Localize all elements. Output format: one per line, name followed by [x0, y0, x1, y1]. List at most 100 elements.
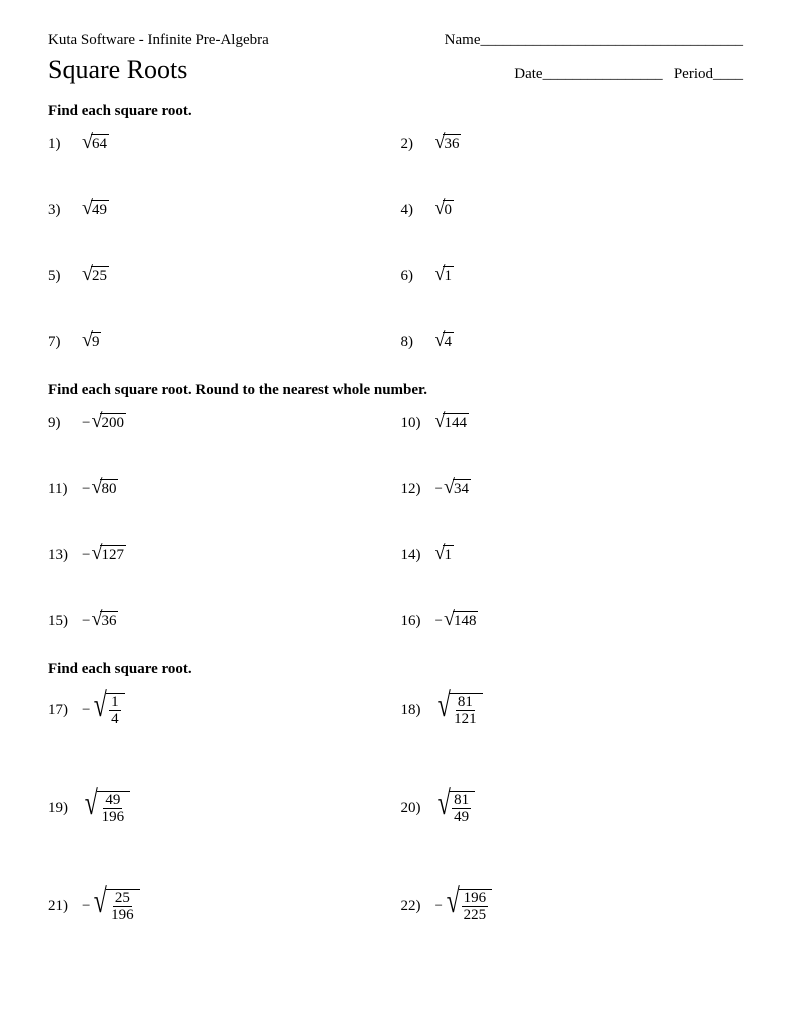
- date-field: Date________________: [514, 66, 662, 82]
- radical-icon: √: [82, 265, 93, 284]
- radical-icon: √: [444, 610, 455, 629]
- problem: 9)−√200: [48, 411, 391, 435]
- denominator: 196: [100, 809, 127, 826]
- section-instruction: Find each square root. Round to the near…: [48, 382, 743, 399]
- problem-number: 21): [48, 898, 76, 915]
- square-root: √25196: [91, 889, 139, 924]
- square-root: √1: [435, 266, 454, 287]
- problem: 19)√49196: [48, 788, 391, 828]
- radical-icon: √: [94, 690, 107, 722]
- problem: 2)√36: [401, 132, 744, 156]
- negative-sign: −: [82, 898, 90, 915]
- radical-icon: √: [82, 199, 93, 218]
- radical-icon: √: [435, 133, 446, 152]
- square-root: √36: [435, 134, 462, 155]
- radicand: 81121: [449, 693, 483, 728]
- fraction: 25196: [107, 890, 138, 924]
- numerator: 49: [103, 792, 122, 810]
- fraction: 81121: [450, 694, 481, 728]
- radicand: 36: [443, 134, 461, 155]
- software-label: Kuta Software - Infinite Pre-Algebra: [48, 32, 269, 49]
- section-instruction: Find each square root.: [48, 661, 743, 678]
- radicand: 200: [100, 413, 126, 434]
- radical-icon: √: [435, 331, 446, 350]
- problem-grid: 17)−√1418)√8112119)√4919620)√814921)−√25…: [48, 690, 743, 926]
- square-root: √144: [435, 413, 469, 434]
- problem: 16)−√148: [401, 609, 744, 633]
- radical-icon: √: [435, 412, 446, 431]
- problem-number: 1): [48, 136, 76, 153]
- problem-number: 3): [48, 202, 76, 219]
- radicand: 14: [106, 693, 125, 728]
- date-period: Date________________ Period____: [514, 66, 743, 83]
- radicand: 25: [91, 266, 109, 287]
- section-instruction: Find each square root.: [48, 103, 743, 120]
- negative-sign: −: [435, 613, 443, 630]
- problem-number: 18): [401, 702, 429, 719]
- problem: 13)−√127: [48, 543, 391, 567]
- fraction: 196225: [460, 890, 491, 924]
- problem: 1) √64: [48, 132, 391, 156]
- problem: 6)√1: [401, 264, 744, 288]
- problem-number: 8): [401, 334, 429, 351]
- radicand: 8149: [449, 791, 475, 826]
- problem-number: 12): [401, 481, 429, 498]
- numerator: 196: [462, 890, 489, 908]
- radical-icon: √: [85, 788, 98, 820]
- problem-number: 4): [401, 202, 429, 219]
- problem-number: 14): [401, 547, 429, 564]
- fraction: 14: [107, 694, 123, 728]
- problem-number: 16): [401, 613, 429, 630]
- worksheet-page: Kuta Software - Infinite Pre-Algebra Nam…: [0, 0, 791, 1024]
- sections: Find each square root.1)√642)√363)√494)√…: [48, 103, 743, 926]
- square-root: √196225: [444, 889, 492, 924]
- problem: 4) √0: [401, 198, 744, 222]
- problem-number: 22): [401, 898, 429, 915]
- problem-number: 9): [48, 415, 76, 432]
- square-root: √127: [91, 545, 125, 566]
- problem: 17)−√14: [48, 690, 391, 730]
- square-root: √0: [435, 200, 454, 221]
- problem-number: 20): [401, 800, 429, 817]
- negative-sign: −: [82, 702, 90, 719]
- page-title: Square Roots: [48, 55, 514, 85]
- radical-icon: √: [82, 331, 93, 350]
- radical-icon: √: [82, 133, 93, 152]
- denominator: 4: [109, 711, 121, 728]
- problem: 3) √49: [48, 198, 391, 222]
- square-root: √49: [82, 200, 109, 221]
- problem: 8)√4: [401, 330, 744, 354]
- square-root: √49196: [82, 791, 130, 826]
- problem-grid: 9)−√20010)√14411)−√8012)−√3413)−√12714)√…: [48, 411, 743, 633]
- period-field: Period____: [674, 66, 743, 82]
- radical-icon: √: [94, 886, 107, 918]
- problem-number: 15): [48, 613, 76, 630]
- radical-icon: √: [435, 265, 446, 284]
- radicand: 36: [100, 611, 118, 632]
- problem-number: 10): [401, 415, 429, 432]
- denominator: 225: [462, 907, 489, 924]
- negative-sign: −: [82, 613, 90, 630]
- square-root: √9: [82, 332, 101, 353]
- problem: 21)−√25196: [48, 886, 391, 926]
- numerator: 81: [456, 694, 475, 712]
- radical-icon: √: [435, 544, 446, 563]
- radical-icon: √: [447, 886, 460, 918]
- negative-sign: −: [82, 547, 90, 564]
- square-root: √200: [91, 413, 125, 434]
- radicand: 80: [100, 479, 118, 500]
- radicand: 34: [453, 479, 471, 500]
- radicand: 49196: [97, 791, 131, 826]
- square-root: √25: [82, 266, 109, 287]
- square-root: √1: [435, 545, 454, 566]
- square-root: √36: [91, 611, 118, 632]
- square-root: √64: [82, 134, 109, 155]
- radicand: 196225: [459, 889, 493, 924]
- problem: 7)√9: [48, 330, 391, 354]
- denominator: 121: [452, 711, 479, 728]
- problem-number: 19): [48, 800, 76, 817]
- negative-sign: −: [82, 415, 90, 432]
- numerator: 81: [452, 792, 471, 810]
- radical-icon: √: [91, 478, 102, 497]
- radical-icon: √: [91, 544, 102, 563]
